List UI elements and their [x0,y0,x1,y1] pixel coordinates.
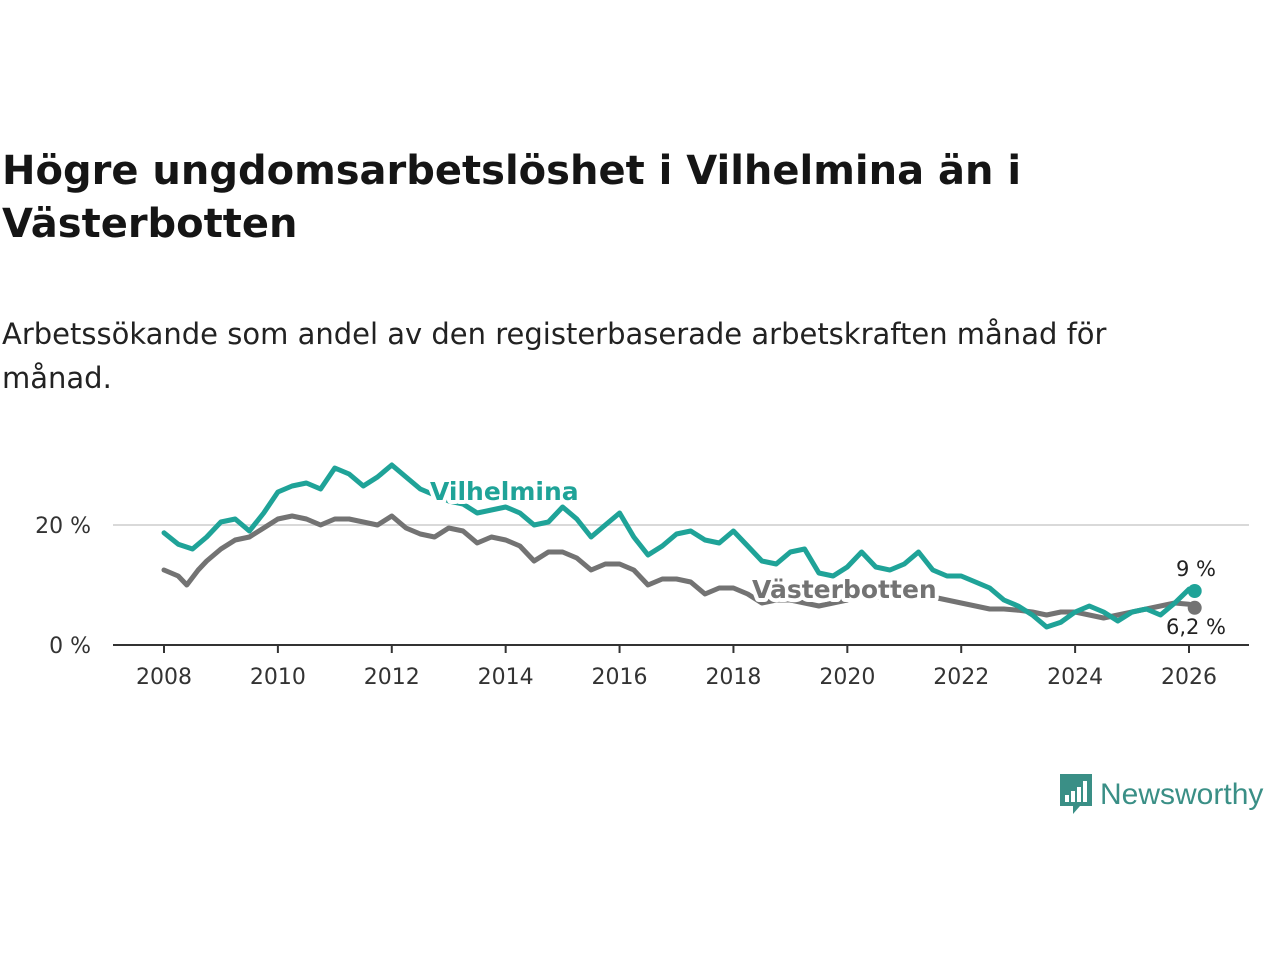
series-layer [161,462,1202,630]
label-layer: Vilhelmina Västerbotten 9 % 6,2 % [426,473,1229,642]
series-end-point [1187,600,1202,615]
y-tick-label: 20 % [35,514,91,539]
x-tick-label: 2014 [478,665,534,690]
bar-chart-icon [1060,774,1092,814]
chart-title: Högre ungdomsarbetslöshet i Vilhelmina ä… [2,148,1022,247]
chart-subtitle: Arbetssökande som andel av den registerb… [2,317,1107,395]
x-tick-label: 2008 [136,665,192,690]
brand-name: Newsworthy [1100,778,1264,811]
x-tick-label: 2022 [933,665,989,690]
newsworthy-logo: Newsworthy [1058,772,1263,818]
x-tick-label: 2018 [705,665,761,690]
x-tick-label: 2026 [1161,665,1217,690]
y-tick-label: 0 % [49,634,91,659]
series-label: Västerbotten [752,575,937,604]
x-tick-label: 2020 [819,665,875,690]
x-tick-label: 2016 [592,665,648,690]
axis-layer: 0 % 20 % 2008 2010 2012 2014 2016 2018 2020 2022 2… [35,514,1249,690]
end-value-label: 6,2 % [1166,615,1226,639]
series-end-point [1187,584,1202,598]
series-line-vilhelmina [161,462,1198,630]
x-tick-label: 2010 [250,665,306,690]
series-label: Vilhelmina [430,477,579,506]
end-value-label: 9 % [1176,557,1216,581]
x-tick-label: 2024 [1047,665,1103,690]
x-tick-label: 2012 [364,665,420,690]
